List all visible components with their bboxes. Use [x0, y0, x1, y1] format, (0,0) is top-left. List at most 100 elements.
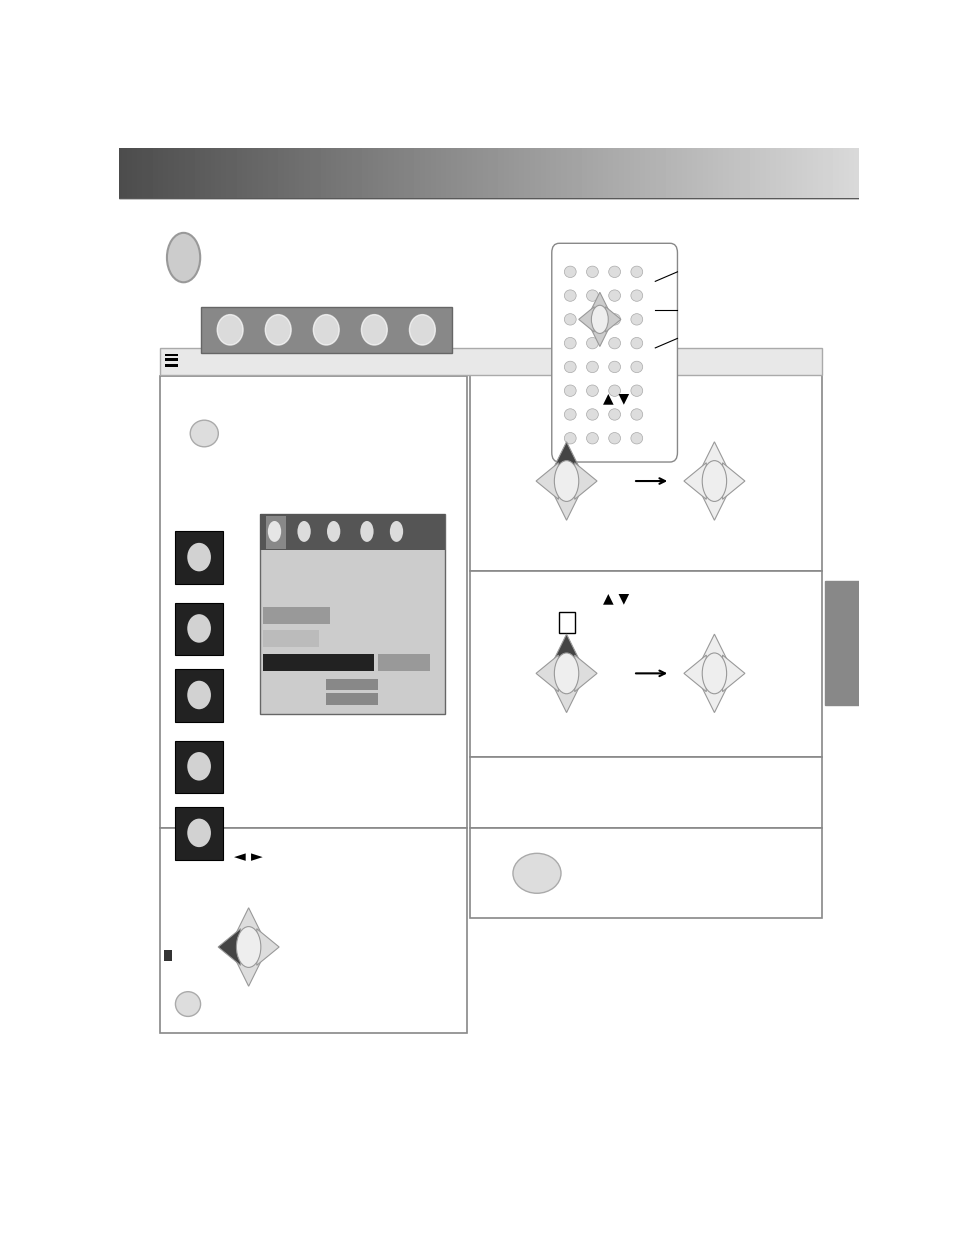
- Bar: [174, 669, 223, 721]
- Ellipse shape: [608, 432, 619, 443]
- Ellipse shape: [175, 992, 200, 1016]
- Ellipse shape: [409, 315, 435, 345]
- Ellipse shape: [564, 432, 576, 443]
- Bar: [470, 757, 821, 829]
- Ellipse shape: [390, 521, 403, 542]
- Bar: [200, 308, 452, 353]
- Bar: [165, 358, 178, 361]
- Ellipse shape: [564, 290, 576, 301]
- Polygon shape: [700, 442, 728, 471]
- Ellipse shape: [360, 521, 374, 542]
- Bar: [263, 655, 374, 672]
- Ellipse shape: [167, 233, 200, 283]
- Ellipse shape: [591, 305, 608, 333]
- Ellipse shape: [701, 461, 726, 501]
- Ellipse shape: [564, 337, 576, 348]
- Ellipse shape: [630, 432, 642, 443]
- Ellipse shape: [586, 337, 598, 348]
- Polygon shape: [683, 655, 705, 692]
- Polygon shape: [589, 293, 609, 312]
- Polygon shape: [721, 655, 744, 692]
- Ellipse shape: [630, 290, 642, 301]
- Polygon shape: [683, 463, 705, 499]
- Ellipse shape: [608, 337, 619, 348]
- Polygon shape: [552, 492, 580, 520]
- Polygon shape: [574, 655, 597, 692]
- Ellipse shape: [630, 337, 642, 348]
- Polygon shape: [234, 957, 263, 987]
- Ellipse shape: [564, 361, 576, 373]
- FancyBboxPatch shape: [551, 243, 677, 462]
- Polygon shape: [552, 684, 580, 713]
- Ellipse shape: [608, 314, 619, 325]
- Polygon shape: [256, 929, 279, 966]
- Ellipse shape: [268, 521, 281, 542]
- Polygon shape: [536, 463, 558, 499]
- Bar: [470, 572, 821, 757]
- Ellipse shape: [187, 752, 211, 781]
- Polygon shape: [578, 306, 594, 332]
- Bar: [160, 932, 821, 1061]
- Ellipse shape: [513, 853, 560, 893]
- Bar: [160, 829, 466, 1032]
- Bar: [377, 655, 429, 672]
- Ellipse shape: [608, 266, 619, 278]
- Bar: [174, 808, 223, 860]
- Bar: [259, 514, 444, 714]
- Ellipse shape: [608, 290, 619, 301]
- Ellipse shape: [586, 314, 598, 325]
- Ellipse shape: [564, 409, 576, 420]
- Polygon shape: [700, 684, 728, 713]
- Ellipse shape: [236, 926, 260, 967]
- Ellipse shape: [217, 315, 243, 345]
- Ellipse shape: [187, 543, 211, 572]
- Ellipse shape: [190, 420, 218, 447]
- Ellipse shape: [361, 315, 387, 345]
- Bar: [470, 372, 821, 572]
- Bar: [259, 514, 444, 551]
- Ellipse shape: [630, 361, 642, 373]
- Polygon shape: [700, 634, 728, 663]
- Polygon shape: [218, 929, 240, 966]
- Bar: [824, 580, 858, 704]
- Polygon shape: [234, 908, 263, 936]
- Bar: [326, 693, 377, 704]
- Bar: [174, 741, 223, 793]
- Ellipse shape: [554, 461, 578, 501]
- Ellipse shape: [265, 315, 291, 345]
- Bar: [165, 353, 178, 357]
- Text: ◄ ►: ◄ ►: [234, 850, 263, 864]
- Bar: [160, 377, 466, 829]
- Ellipse shape: [608, 385, 619, 396]
- Ellipse shape: [586, 266, 598, 278]
- Bar: [160, 348, 821, 374]
- Ellipse shape: [187, 819, 211, 847]
- Ellipse shape: [608, 409, 619, 420]
- Ellipse shape: [297, 521, 311, 542]
- Polygon shape: [574, 463, 597, 499]
- Bar: [164, 950, 172, 961]
- Text: ▲ ▼: ▲ ▼: [602, 391, 629, 405]
- Ellipse shape: [701, 653, 726, 694]
- Bar: [174, 603, 223, 655]
- Ellipse shape: [630, 314, 642, 325]
- Polygon shape: [589, 326, 609, 347]
- Ellipse shape: [564, 385, 576, 396]
- Ellipse shape: [586, 361, 598, 373]
- Polygon shape: [605, 306, 620, 332]
- Ellipse shape: [608, 361, 619, 373]
- Ellipse shape: [586, 432, 598, 443]
- Bar: [265, 516, 285, 548]
- Ellipse shape: [313, 315, 339, 345]
- Polygon shape: [536, 655, 558, 692]
- Ellipse shape: [187, 614, 211, 642]
- Bar: [263, 630, 318, 647]
- Ellipse shape: [327, 521, 340, 542]
- Ellipse shape: [554, 653, 578, 694]
- Ellipse shape: [630, 266, 642, 278]
- Ellipse shape: [586, 409, 598, 420]
- Polygon shape: [721, 463, 744, 499]
- Ellipse shape: [630, 385, 642, 396]
- Bar: [263, 606, 330, 624]
- Polygon shape: [552, 634, 580, 663]
